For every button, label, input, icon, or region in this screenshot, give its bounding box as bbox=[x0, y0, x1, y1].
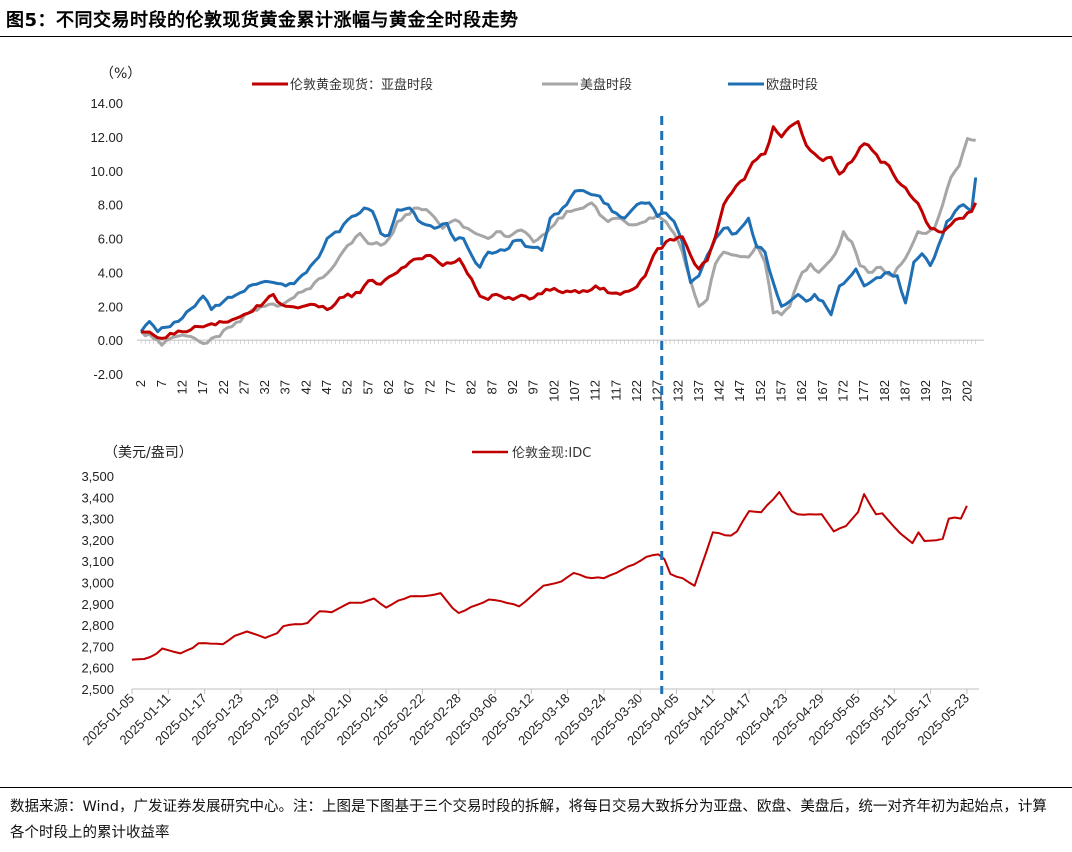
bottom-legend: 伦敦金现:IDC bbox=[472, 445, 591, 461]
top-x-tick-label: 197 bbox=[939, 380, 954, 402]
top-y-tick-label: 0.00 bbox=[98, 333, 123, 348]
source-footnote: 数据来源：Wind，广发证券发展研究中心。注：上图是下图基于三个交易时段的拆解，… bbox=[10, 799, 1047, 841]
top-x-axis: 2 7 12 17 22 27 32 37 42 47 52 57 62 67 72 77 82 87 92 97 10… bbox=[133, 340, 977, 402]
top-legend: 伦敦黄金现货：亚盘时段 美盘时段 欧盘时段 bbox=[252, 77, 818, 93]
top-series-line-2 bbox=[139, 177, 978, 334]
bottom-y-tick-label: 3,400 bbox=[81, 490, 114, 505]
top-x-tick-label: 117 bbox=[608, 380, 623, 401]
top-x-tick-label: 142 bbox=[712, 380, 727, 402]
top-x-tick-label: 77 bbox=[443, 380, 458, 394]
top-legend-label-1: 美盘时段 bbox=[580, 77, 632, 93]
top-y-tick-label: 2.00 bbox=[98, 299, 123, 314]
top-x-tick-label: 2 bbox=[133, 380, 148, 387]
bottom-y-tick-label: 3,200 bbox=[81, 533, 114, 548]
bottom-legend-label: 伦敦金现:IDC bbox=[512, 445, 591, 461]
bottom-y-tick-label: 3,300 bbox=[81, 512, 114, 527]
bottom-y-tick-label: 3,000 bbox=[81, 576, 114, 591]
top-x-tick-label: 132 bbox=[670, 380, 685, 402]
top-x-tick-label: 102 bbox=[546, 380, 561, 402]
bottom-x-axis: 2025-01-052025-01-112025-01-172025-01-23… bbox=[79, 689, 972, 748]
top-x-tick-label: 162 bbox=[794, 380, 809, 402]
top-y-tick-label: 12.00 bbox=[90, 130, 123, 145]
top-x-tick-label: 177 bbox=[856, 380, 871, 402]
top-x-tick-label: 192 bbox=[918, 380, 933, 402]
top-x-tick-label: 182 bbox=[877, 380, 892, 402]
top-x-tick-label: 27 bbox=[236, 380, 251, 394]
top-x-tick-label: 127 bbox=[650, 380, 665, 402]
bottom-y-tick-label: 2,600 bbox=[81, 661, 114, 676]
bottom-rule bbox=[0, 787, 1072, 788]
top-x-tick-label: 7 bbox=[154, 380, 169, 387]
top-x-tick-label: 47 bbox=[319, 380, 334, 394]
top-x-tick-label: 137 bbox=[691, 380, 706, 402]
top-legend-label-0: 伦敦黄金现货：亚盘时段 bbox=[290, 77, 433, 93]
top-x-tick-label: 152 bbox=[753, 380, 768, 402]
top-x-tick-label: 12 bbox=[174, 380, 189, 394]
top-x-tick-label: 122 bbox=[629, 380, 644, 402]
top-y-tick-label: -2.00 bbox=[93, 367, 123, 382]
figure-title: 图5：不同交易时段的伦敦现货黄金累计涨幅与黄金全时段走势 bbox=[6, 10, 519, 31]
bottom-y-tick-label: 3,100 bbox=[81, 554, 114, 569]
top-series-line-1 bbox=[140, 137, 976, 347]
top-x-tick-label: 22 bbox=[216, 380, 231, 394]
bottom-y-tick-label: 2,700 bbox=[81, 639, 114, 654]
top-x-tick-label: 157 bbox=[774, 380, 789, 402]
top-x-tick-label: 147 bbox=[732, 380, 747, 402]
top-x-tick-label: 92 bbox=[505, 380, 520, 394]
top-series-group bbox=[139, 120, 978, 347]
top-x-tick-label: 42 bbox=[298, 380, 313, 394]
top-x-tick-label: 32 bbox=[257, 380, 272, 394]
top-y-tick-label: 14.00 bbox=[90, 96, 123, 111]
top-x-tick-label: 167 bbox=[815, 380, 830, 402]
top-x-tick-label: 172 bbox=[836, 380, 851, 402]
top-y-tick-label: 10.00 bbox=[90, 164, 123, 179]
top-y-tick-label: 6.00 bbox=[98, 232, 123, 247]
top-y-axis: 14.00 12.00 10.00 8.00 6.00 4.00 2.00 0.00 -2.00 bbox=[90, 96, 984, 382]
bottom-y-tick-label: 2,500 bbox=[81, 682, 114, 697]
top-x-tick-label: 57 bbox=[360, 380, 375, 394]
bottom-y-tick-label: 2,800 bbox=[81, 618, 114, 633]
bottom-chart: （美元/盎司） 伦敦金现:IDC 3,500 3,400 3,300 3,200 3,1… bbox=[79, 445, 979, 748]
top-x-tick-label: 97 bbox=[526, 380, 541, 394]
bottom-y-tick-label: 2,900 bbox=[81, 597, 114, 612]
top-chart: （%） 伦敦黄金现货：亚盘时段 美盘时段 欧盘时段 14.00 12.00 10.00 8… bbox=[90, 66, 984, 402]
top-x-tick-label: 62 bbox=[381, 380, 396, 394]
top-y-tick-label: 4.00 bbox=[98, 265, 123, 280]
top-x-tick-label: 202 bbox=[959, 380, 974, 402]
top-x-tick-label: 87 bbox=[484, 380, 499, 394]
top-x-tick-label: 52 bbox=[340, 380, 355, 394]
top-x-tick-label: 67 bbox=[402, 380, 417, 394]
bottom-y-axis: 3,500 3,400 3,300 3,200 3,100 3,000 2,900 2,800… bbox=[81, 469, 979, 697]
top-x-tick-label: 37 bbox=[278, 380, 293, 394]
top-y-tick-label: 8.00 bbox=[98, 198, 123, 213]
top-legend-label-2: 欧盘时段 bbox=[766, 77, 818, 93]
top-unit-label: （%） bbox=[100, 66, 141, 82]
bottom-series-group bbox=[131, 491, 968, 661]
bottom-series-line bbox=[131, 491, 968, 661]
top-rule bbox=[0, 36, 1072, 37]
top-x-tick-label: 112 bbox=[588, 380, 603, 401]
top-x-tick-label: 72 bbox=[422, 380, 437, 394]
top-x-tick-label: 82 bbox=[464, 380, 479, 394]
bottom-unit-label: （美元/盎司） bbox=[104, 445, 193, 461]
top-x-tick-label: 187 bbox=[897, 380, 912, 402]
top-series-line-0 bbox=[140, 120, 978, 340]
top-x-tick-label: 17 bbox=[195, 380, 210, 394]
bottom-y-tick-label: 3,500 bbox=[81, 469, 114, 484]
top-x-tick-label: 107 bbox=[567, 380, 582, 402]
